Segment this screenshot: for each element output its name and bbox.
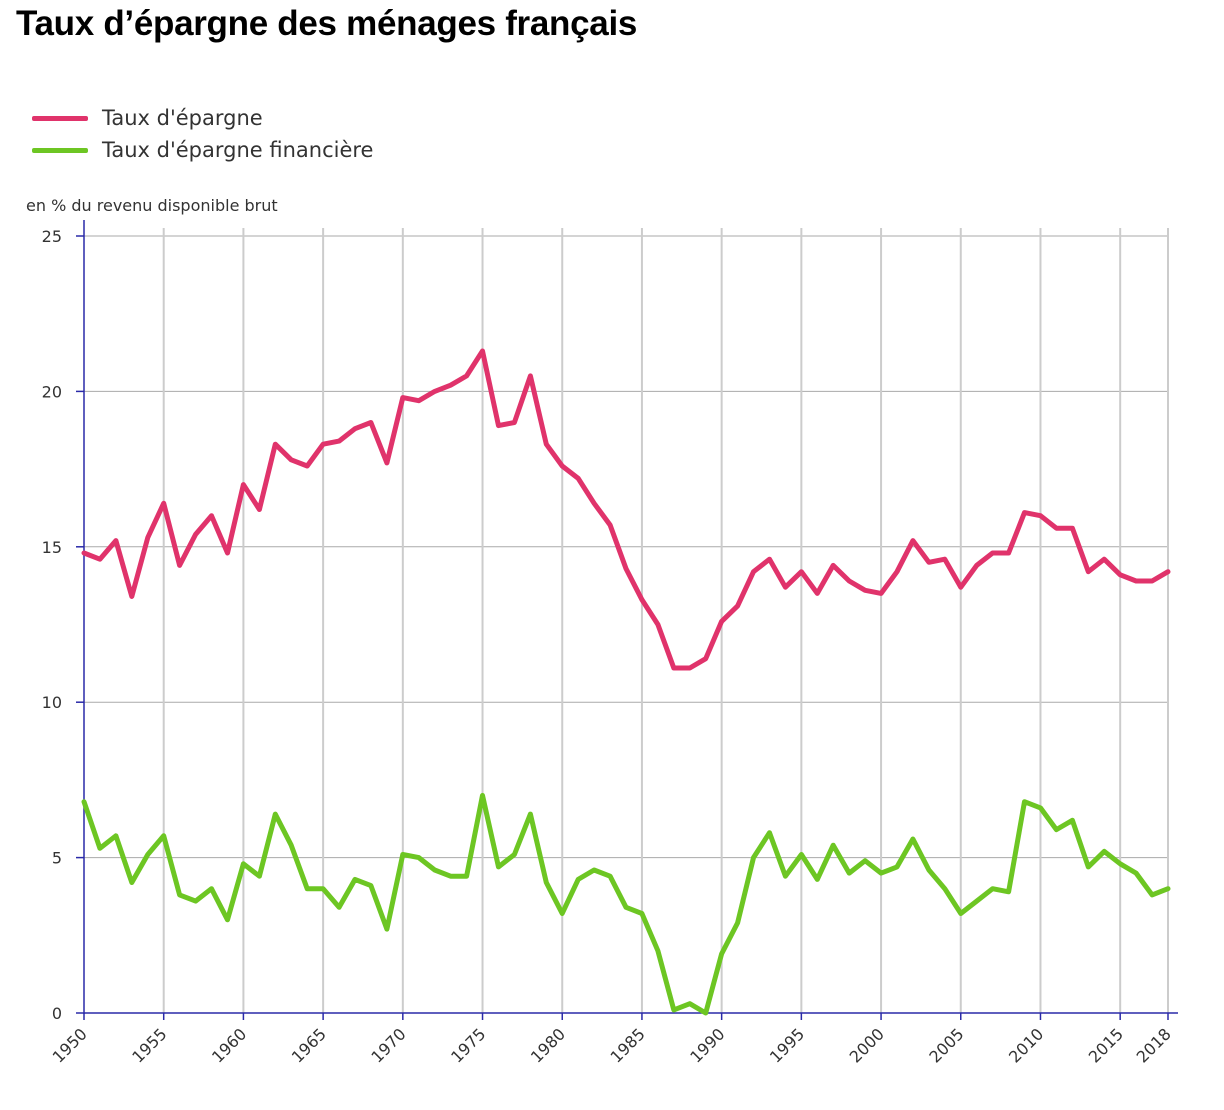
y-tick-label-20: 20	[42, 382, 62, 401]
x-tick-label-1965: 1965	[288, 1024, 330, 1066]
x-tick-label-2010: 2010	[1005, 1024, 1047, 1066]
y-tick-labels: 0 5 10 15 20 25	[42, 227, 84, 1023]
x-tick-label-1990: 1990	[686, 1024, 728, 1066]
series-lines	[81, 348, 1171, 1016]
x-tick-label-1970: 1970	[367, 1024, 409, 1066]
y-tick-label-10: 10	[42, 693, 62, 712]
x-tick-label-1995: 1995	[766, 1024, 808, 1066]
grid	[84, 228, 1169, 1013]
x-tick-label-1955: 1955	[128, 1024, 170, 1066]
x-tick-label-1980: 1980	[527, 1024, 569, 1066]
x-tick-label-1950: 1950	[49, 1024, 91, 1066]
legend-item-savings-rate[interactable]: Taux d'épargne	[32, 102, 373, 134]
x-tick-label-1960: 1960	[208, 1024, 250, 1066]
y-tick-label-25: 25	[42, 227, 62, 246]
series-line-savings-rate[interactable]	[81, 348, 1171, 671]
y-axis-label: en % du revenu disponible brut	[26, 196, 278, 215]
axes	[83, 220, 1178, 1014]
legend-swatch-financial-savings-rate	[32, 147, 88, 153]
y-tick-label-15: 15	[42, 538, 62, 557]
x-tick-label-2005: 2005	[925, 1024, 967, 1066]
legend-label-savings-rate: Taux d'épargne	[102, 106, 263, 130]
legend-item-financial-savings-rate[interactable]: Taux d'épargne financière	[32, 134, 373, 166]
legend-swatch-savings-rate	[32, 115, 88, 121]
y-tick-label-0: 0	[52, 1004, 62, 1023]
x-tick-label-2018: 2018	[1133, 1024, 1175, 1066]
x-tick-label-2015: 2015	[1085, 1024, 1127, 1066]
x-tick-label-1975: 1975	[447, 1024, 489, 1066]
chart-title: Taux d’épargne des ménages français	[16, 4, 638, 43]
series-line-financial-savings-rate[interactable]	[81, 792, 1171, 1016]
x-tick-label-1985: 1985	[607, 1024, 649, 1066]
legend: Taux d'épargne Taux d'épargne financière	[32, 102, 373, 166]
x-tick-label-2000: 2000	[846, 1024, 888, 1066]
x-tick-labels: 1950 1955 1960 1965 1970 1975 1980 1985 1990 1995…	[49, 1013, 1175, 1067]
y-tick-label-5: 5	[52, 849, 62, 868]
legend-label-financial-savings-rate: Taux d'épargne financière	[102, 138, 374, 162]
